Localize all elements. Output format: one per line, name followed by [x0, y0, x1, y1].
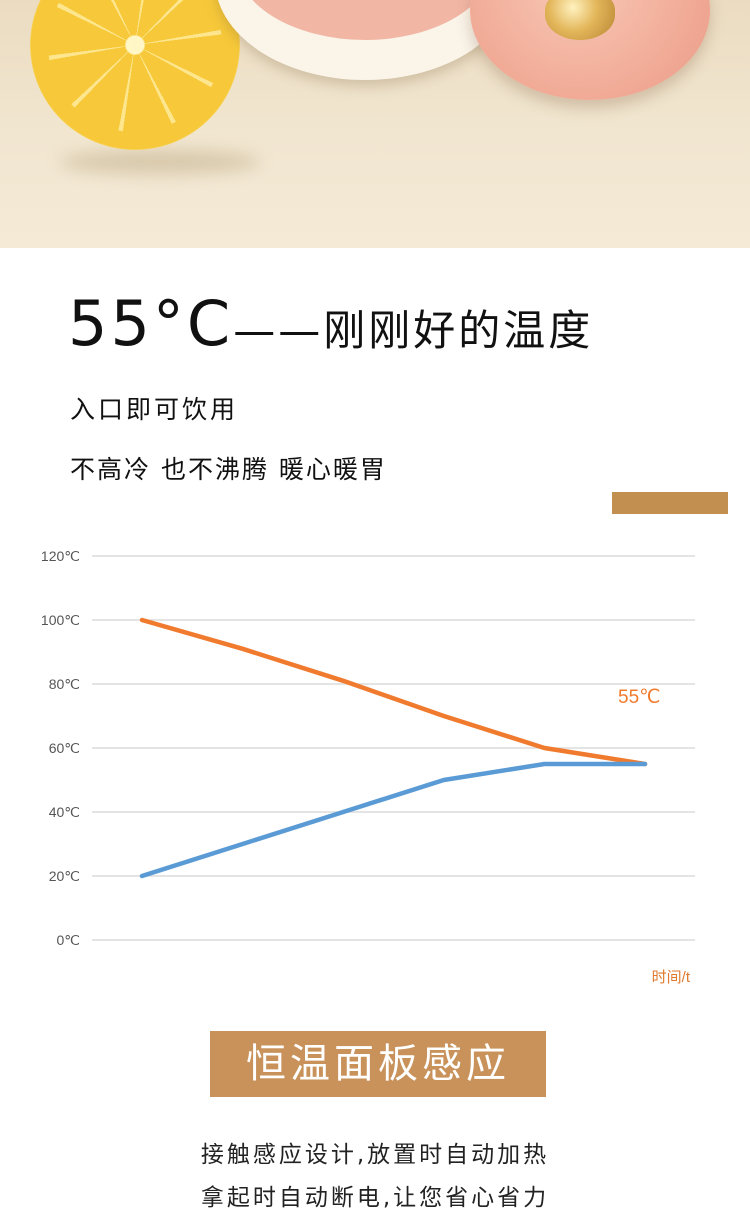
y-tick-label: 120℃: [41, 548, 80, 564]
headline-dash: ——: [233, 306, 324, 355]
subtitle-warm: 不高冷 也不沸腾 暖心暖胃: [70, 455, 387, 484]
y-tick-label: 60℃: [49, 740, 80, 756]
feature-description-2: 拿起时自动断电,让您省心省力: [200, 1185, 550, 1211]
warming-line: [139, 761, 648, 879]
x-axis-label: 时间/t: [652, 969, 691, 986]
cooling-line: [139, 617, 648, 767]
y-tick-label: 20℃: [49, 868, 80, 884]
headline-temp: 55°C: [68, 287, 234, 360]
lemon-slice-image: [30, 0, 240, 150]
y-tick-label: 100℃: [41, 612, 80, 628]
lemon-shadow: [60, 150, 260, 174]
temperature-chart: 120℃ 100℃ 80℃ 60℃ 40℃ 20℃ 0℃ 55℃ 时间/t: [0, 530, 750, 1000]
lid-knob-image: [545, 0, 615, 40]
headline: 55°C——刚刚好的温度: [68, 288, 593, 367]
y-tick-label: 40℃: [49, 804, 80, 820]
accent-bar: [612, 492, 728, 514]
headline-text: 刚刚好的温度: [323, 306, 594, 355]
y-tick-label: 80℃: [49, 676, 80, 692]
feature-description-1: 接触感应设计,放置时自动加热: [200, 1142, 550, 1168]
temperature-chart-svg: 120℃ 100℃ 80℃ 60℃ 40℃ 20℃ 0℃ 55℃ 时间/t: [41, 548, 695, 986]
subtitle-drink: 入口即可饮用: [70, 395, 239, 424]
product-photo: [0, 0, 750, 248]
y-tick-label: 0℃: [56, 932, 80, 948]
temperature-annotation: 55℃: [618, 687, 660, 708]
feature-badge: 恒温面板感应: [210, 1031, 546, 1097]
